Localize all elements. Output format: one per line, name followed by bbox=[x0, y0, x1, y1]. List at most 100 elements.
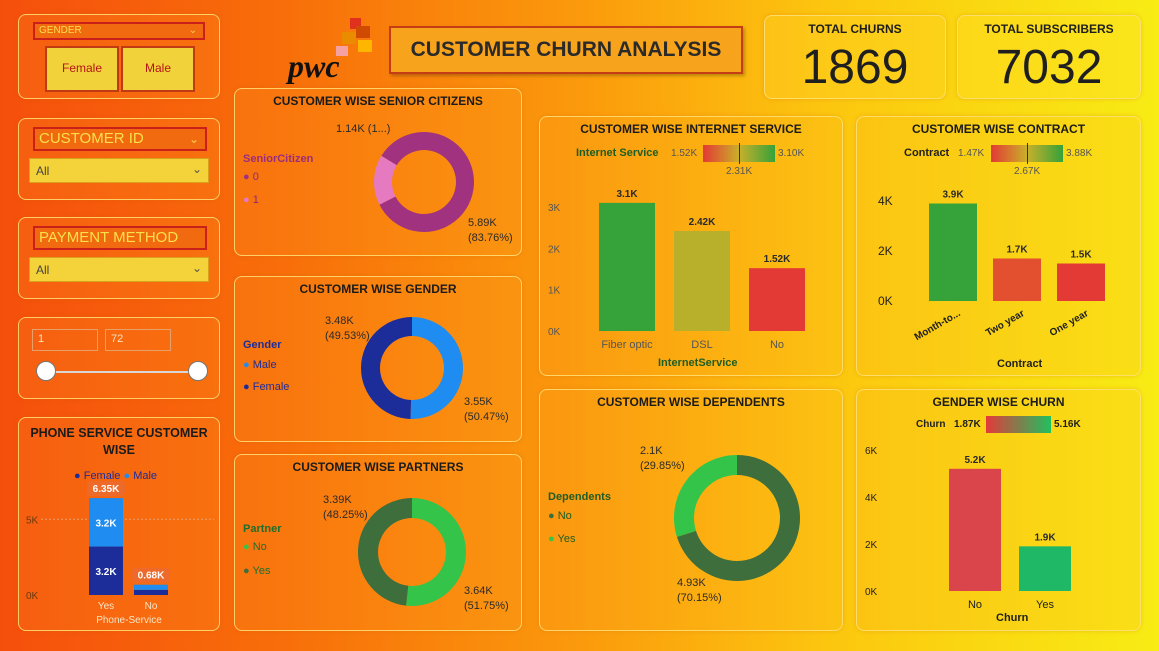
phone-service-x-label: Phone-Service bbox=[96, 615, 162, 626]
legend-item-no: ● No bbox=[548, 510, 572, 522]
contract-gradient-max: 3.88K bbox=[1066, 148, 1093, 159]
total-label-0: 6.35K bbox=[93, 484, 120, 495]
contract-title: CUSTOMER WISE CONTRACT bbox=[911, 122, 1086, 136]
bar-1 bbox=[674, 230, 730, 331]
x-tick-label-0: Fiber optic bbox=[601, 339, 653, 351]
kpi-subscribers-label: TOTAL SUBSCRIBERS bbox=[984, 22, 1114, 36]
bar-female-1 bbox=[134, 589, 168, 595]
internet-service-plot: 3K 2K 1K 0K 3.1K Fiber optic 2.42K DSL 1.52K No bbox=[548, 189, 805, 351]
y-tick-label-2: 0K bbox=[878, 294, 893, 308]
data-label-0: 3.55K bbox=[464, 396, 493, 408]
legend-label-yes: Yes bbox=[252, 565, 271, 577]
legend-label-0: 0 bbox=[252, 171, 259, 183]
chevron-down-icon: ⌄ bbox=[191, 162, 202, 176]
senior-citizens-donut: 5.89K (83.76%) 1.14K (1...) bbox=[336, 123, 513, 244]
legend-label-male: Male bbox=[252, 359, 277, 371]
data-label-pct-0: (83.76%) bbox=[468, 232, 513, 244]
gender-male-button[interactable]: Male bbox=[121, 46, 195, 92]
legend-dot-male: ● bbox=[243, 359, 250, 371]
customer-id-label: CUSTOMER ID bbox=[39, 130, 144, 147]
data-label-pct-1: (49.53%) bbox=[325, 330, 370, 342]
phone-service-chart: PHONE SERVICE CUSTOMER WISE ● Female ● M… bbox=[18, 417, 220, 631]
y-tick-label-0: 6K bbox=[865, 446, 878, 457]
phone-service-plot: 5K 0K 3.2K 3.2K 6.35K Yes 0.68K No Phone-Service bbox=[26, 481, 214, 626]
legend-item-female: ● Female bbox=[243, 381, 289, 393]
donut-slice-0 bbox=[379, 132, 474, 232]
tenure-slider-track[interactable] bbox=[46, 371, 198, 373]
bar-2 bbox=[1057, 263, 1105, 301]
bar-value-label-0: 3.9K bbox=[942, 190, 964, 201]
x-tick-label-1: DSL bbox=[691, 339, 712, 351]
data-label-1: 3.39K bbox=[323, 494, 352, 506]
legend-dot-1: ● bbox=[243, 194, 250, 206]
data-label-1: 1.14K (1...) bbox=[336, 123, 390, 135]
payment-method-label: PAYMENT METHOD bbox=[39, 229, 179, 246]
bar-value-label-1: 1.7K bbox=[1006, 245, 1028, 256]
internet-gradient-max: 3.10K bbox=[778, 148, 805, 159]
pwc-logo-text: pwc bbox=[288, 48, 340, 84]
contract-gradient-mid-marker bbox=[1027, 143, 1028, 164]
data-label-pct-1: (29.85%) bbox=[640, 460, 685, 472]
gender-chart: CUSTOMER WISE GENDER Gender ● Male ● Fem… bbox=[234, 276, 522, 442]
customer-id-value: All bbox=[36, 164, 50, 178]
y-tick-label-1: 4K bbox=[865, 493, 878, 504]
internet-gradient-mid: 2.31K bbox=[726, 166, 753, 177]
customer-id-dropdown[interactable]: All ⌄ bbox=[29, 158, 209, 183]
donut-slice-0 bbox=[410, 317, 463, 419]
tenure-slider-max-handle[interactable] bbox=[188, 361, 208, 381]
bar-value-label-1: 2.42K bbox=[689, 217, 716, 228]
bar-value-label-2: 1.5K bbox=[1070, 250, 1092, 261]
payment-method-slicer-header: PAYMENT METHOD bbox=[33, 226, 207, 250]
data-label-0: 3.64K bbox=[464, 585, 493, 597]
gender-churn-chart: GENDER WISE CHURN Churn 1.87K 5.16K Chur… bbox=[856, 389, 1141, 631]
bar-2 bbox=[749, 268, 805, 331]
tenure-slider-min-handle[interactable] bbox=[36, 361, 56, 381]
churn-gradient-bar bbox=[986, 416, 1051, 433]
data-label-1: 3.48K bbox=[325, 315, 354, 327]
data-label-0: 4.93K bbox=[677, 577, 706, 589]
kpi-subscribers-value: 7032 bbox=[995, 41, 1103, 94]
tenure-max-input[interactable]: 72 bbox=[105, 329, 171, 351]
bar-male-0 bbox=[89, 498, 123, 547]
dashboard-title: CUSTOMER CHURN ANALYSIS bbox=[410, 38, 722, 61]
total-badge-0 bbox=[87, 481, 125, 497]
legend-male-label: Male bbox=[133, 470, 158, 482]
x-tick-label-1: No bbox=[145, 601, 158, 612]
legend-item-no: ● No bbox=[243, 541, 267, 553]
bar-male-label-0: 3.2K bbox=[95, 518, 117, 529]
legend-item-male: ● Male bbox=[243, 359, 277, 371]
legend-item-1: ● 1 bbox=[243, 194, 259, 206]
chevron-down-icon: ⌄ bbox=[188, 132, 199, 146]
payment-method-dropdown[interactable]: All ⌄ bbox=[29, 257, 209, 282]
bar-value-label-0: 5.2K bbox=[964, 455, 986, 466]
bar-1 bbox=[993, 258, 1041, 301]
gender-slicer-header[interactable]: GENDER ⌄ bbox=[33, 22, 205, 40]
legend-item-0: ● 0 bbox=[243, 171, 259, 183]
bar-0 bbox=[599, 202, 655, 331]
senior-citizens-legend-title: SeniorCitizen bbox=[243, 153, 314, 165]
gender-female-button[interactable]: Female bbox=[45, 46, 119, 92]
dependents-donut: 4.93K (70.15%) 2.1K (29.85%) bbox=[640, 445, 800, 604]
internet-service-title: CUSTOMER WISE INTERNET SERVICE bbox=[580, 122, 802, 136]
chevron-down-icon: ⌄ bbox=[191, 261, 202, 275]
bar-value-label-2: 1.52K bbox=[764, 254, 791, 265]
contract-plot: 4K 2K 0K 3.9K Month-to... 1.7K Two year 1.5K One… bbox=[878, 190, 1105, 343]
bar-female-0 bbox=[89, 546, 123, 595]
x-tick-label-1: Two year bbox=[984, 308, 1026, 339]
legend-label-no: No bbox=[252, 541, 267, 553]
partners-chart: CUSTOMER WISE PARTNERS Partner ● No ● Ye… bbox=[234, 454, 522, 631]
bar-value-label-1: 1.9K bbox=[1034, 532, 1056, 543]
kpi-total-churns: TOTAL CHURNS 1869 bbox=[764, 15, 946, 99]
tenure-min-input[interactable]: 1 bbox=[32, 329, 98, 351]
chevron-down-icon: ⌄ bbox=[188, 25, 197, 36]
contract-gradient-mid: 2.67K bbox=[1014, 166, 1041, 177]
y-tick-label-0: 3K bbox=[548, 203, 561, 214]
senior-citizens-chart: CUSTOMER WISE SENIOR CITIZENS SeniorCiti… bbox=[234, 88, 522, 256]
y-tick-label-3: 0K bbox=[865, 587, 878, 598]
data-label-pct-0: (51.75%) bbox=[464, 600, 509, 612]
kpi-total-subscribers: TOTAL SUBSCRIBERS 7032 bbox=[957, 15, 1141, 99]
internet-x-label: InternetService bbox=[658, 357, 738, 369]
y-tick-label-3: 0K bbox=[548, 327, 561, 338]
x-tick-label-0: Month-to... bbox=[913, 308, 963, 343]
y-tick-label-1: 2K bbox=[878, 244, 893, 258]
